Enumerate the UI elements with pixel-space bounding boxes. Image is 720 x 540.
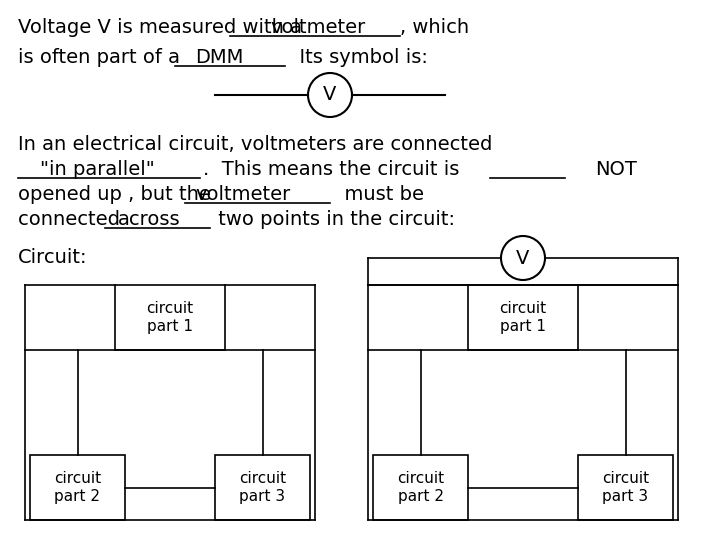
Text: circuit
part 3: circuit part 3 — [602, 471, 649, 504]
Text: V: V — [323, 85, 337, 105]
Text: circuit
part 2: circuit part 2 — [397, 471, 444, 504]
FancyBboxPatch shape — [578, 455, 673, 520]
Text: circuit
part 3: circuit part 3 — [239, 471, 286, 504]
Text: across: across — [118, 210, 181, 229]
FancyBboxPatch shape — [468, 285, 578, 350]
Text: "in parallel": "in parallel" — [40, 160, 155, 179]
FancyBboxPatch shape — [30, 455, 125, 520]
Text: voltmeter: voltmeter — [195, 185, 290, 204]
Text: Its symbol is:: Its symbol is: — [287, 48, 428, 67]
Text: two points in the circuit:: two points in the circuit: — [212, 210, 455, 229]
Text: In an electrical circuit, voltmeters are connected: In an electrical circuit, voltmeters are… — [18, 135, 492, 154]
Text: DMM: DMM — [195, 48, 243, 67]
Text: must be: must be — [332, 185, 424, 204]
Text: circuit
part 1: circuit part 1 — [500, 301, 546, 334]
Text: voltmeter: voltmeter — [270, 18, 365, 37]
Text: circuit
part 1: circuit part 1 — [146, 301, 194, 334]
Text: Circuit:: Circuit: — [18, 248, 88, 267]
FancyBboxPatch shape — [115, 285, 225, 350]
Text: Voltage V is measured with a: Voltage V is measured with a — [18, 18, 308, 37]
Text: .  This means the circuit is: . This means the circuit is — [203, 160, 466, 179]
FancyBboxPatch shape — [373, 455, 468, 520]
Text: opened up , but the: opened up , but the — [18, 185, 217, 204]
FancyBboxPatch shape — [215, 455, 310, 520]
Text: circuit
part 2: circuit part 2 — [54, 471, 101, 504]
Text: V: V — [516, 248, 530, 267]
Text: connected: connected — [18, 210, 126, 229]
Text: , which: , which — [400, 18, 469, 37]
Text: NOT: NOT — [595, 160, 637, 179]
Text: is often part of a: is often part of a — [18, 48, 186, 67]
